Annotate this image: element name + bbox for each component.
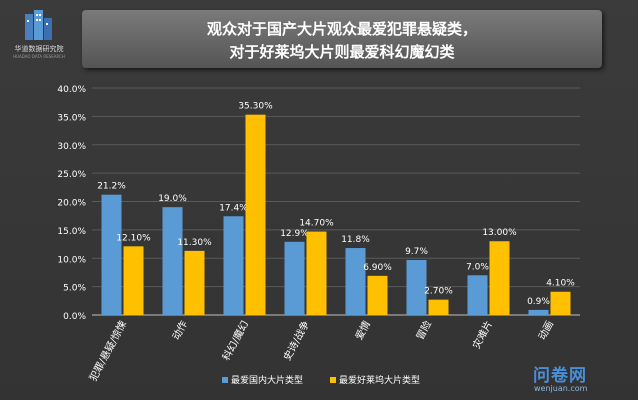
data-label: 14.70% (299, 219, 334, 229)
bar-hollywood (123, 246, 144, 315)
y-tick-label: 15.0% (57, 227, 86, 237)
building-logo-icon (25, 10, 52, 40)
bar-hollywood (367, 275, 388, 315)
y-tick-label: 5.0% (63, 284, 86, 294)
legend-label: 最爱国内大片类型 (231, 374, 303, 386)
bar-domestic (223, 216, 244, 315)
data-label: 12.9% (280, 229, 309, 239)
bar-domestic (406, 259, 427, 315)
bar-hollywood (245, 114, 266, 315)
data-label: 19.0% (158, 194, 187, 204)
bar-domestic (528, 309, 549, 315)
bar-domestic (467, 275, 488, 315)
x-tick-label: 动作 (170, 319, 190, 342)
data-label: 7.0% (466, 262, 489, 272)
data-label: 21.2% (97, 182, 126, 192)
data-label: 0.9% (527, 297, 550, 307)
bar-hollywood (184, 250, 205, 315)
watermark-sub: wenjuan.com (534, 384, 588, 393)
data-label: 11.30% (177, 238, 212, 248)
logo-text: 华道数据研究院 (14, 45, 64, 53)
x-tick-label: 犯罪/悬疑/惊悚 (86, 318, 129, 383)
x-tick-label: 灾难片 (470, 318, 496, 351)
bar-domestic (101, 194, 122, 315)
watermark: 问卷网 wenjuan.com (533, 361, 613, 393)
bar-hollywood (550, 291, 571, 315)
x-tick-label: 科幻/魔幻 (219, 318, 251, 362)
logo-subtext: HUADAO DATA RESEARCH (13, 54, 65, 59)
data-label: 4.10% (546, 279, 575, 289)
y-tick-label: 40.0% (57, 85, 86, 95)
legend-swatch (222, 377, 228, 383)
data-label: 13.00% (482, 228, 517, 238)
data-label: 35.30% (238, 102, 273, 112)
y-tick-label: 30.0% (57, 142, 86, 152)
data-label: 9.7% (405, 247, 428, 257)
x-tick-label: 动画 (536, 319, 556, 342)
bar-domestic (345, 248, 366, 315)
bar-hollywood (428, 299, 449, 315)
data-label: 12.10% (116, 233, 151, 243)
bar-hollywood (306, 231, 327, 315)
y-tick-label: 0.0% (63, 312, 86, 322)
bar-hollywood (489, 241, 510, 315)
legend-swatch (330, 377, 336, 383)
x-tick-label: 史诗/战争 (280, 318, 312, 362)
y-tick-label: 25.0% (57, 170, 86, 180)
chart-title-line2: 对于好莱坞大片则最爱科幻魔幻类 (229, 43, 455, 61)
watermark-main: 问卷网 (533, 366, 587, 386)
logo: 华道数据研究院 HUADAO DATA RESEARCH (8, 8, 70, 64)
title-box: 观众对于国产大片观众最爱犯罪悬疑类， 对于好莱坞大片则最爱科幻魔幻类 (82, 10, 602, 68)
y-tick-label: 35.0% (57, 113, 86, 123)
x-tick-label: 冒险 (413, 318, 434, 342)
x-tick-label: 爱情 (352, 318, 373, 342)
y-tick-label: 10.0% (57, 255, 86, 265)
data-label: 11.8% (341, 235, 370, 245)
y-tick-label: 20.0% (57, 199, 86, 209)
legend-label: 最爱好莱坞大片类型 (339, 374, 420, 386)
bar-domestic (284, 241, 305, 315)
data-label: 6.90% (363, 263, 392, 273)
chart-title-line1: 观众对于国产大片观众最爱犯罪悬疑类， (206, 20, 477, 38)
data-label: 2.70% (424, 287, 453, 297)
bar-domestic (162, 207, 183, 315)
data-label: 17.4% (219, 203, 248, 213)
